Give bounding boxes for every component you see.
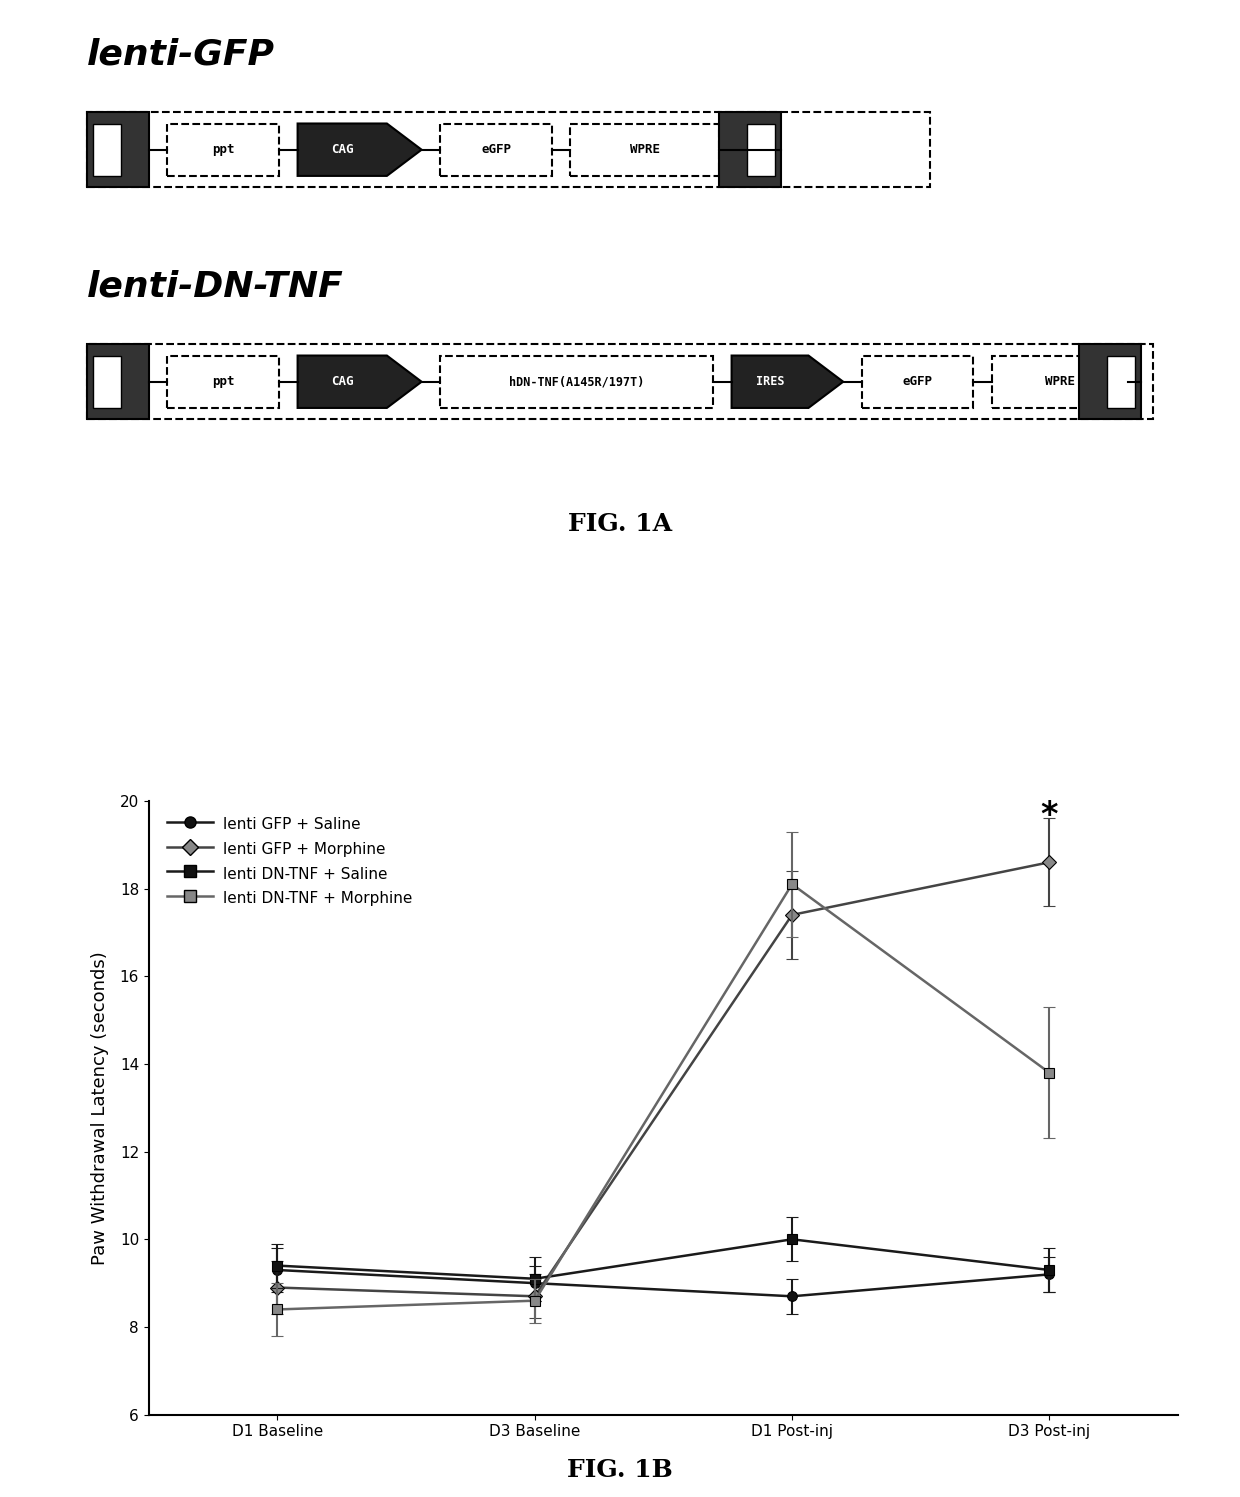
Text: *: * [1040,798,1058,832]
Text: IRES: IRES [756,376,784,388]
Text: eGFP: eGFP [481,144,511,156]
FancyBboxPatch shape [746,124,775,175]
Text: lenti-GFP: lenti-GFP [87,37,275,72]
Text: ppt: ppt [212,144,234,156]
Text: FIG. 1B: FIG. 1B [567,1458,673,1482]
FancyBboxPatch shape [93,124,122,175]
Text: WPRE: WPRE [630,144,660,156]
FancyBboxPatch shape [87,112,149,187]
FancyBboxPatch shape [992,355,1128,407]
Text: CAG: CAG [331,376,353,388]
FancyBboxPatch shape [87,344,149,419]
Text: ppt: ppt [212,376,234,388]
FancyBboxPatch shape [719,112,781,187]
FancyBboxPatch shape [440,355,713,407]
Legend: lenti GFP + Saline, lenti GFP + Morphine, lenti DN-TNF + Saline, lenti DN-TNF + : lenti GFP + Saline, lenti GFP + Morphine… [166,814,413,907]
Y-axis label: Paw Withdrawal Latency (seconds): Paw Withdrawal Latency (seconds) [91,951,109,1265]
Polygon shape [732,355,843,407]
FancyBboxPatch shape [87,112,930,187]
FancyBboxPatch shape [93,355,122,407]
Text: hDN-TNF(A145R/197T): hDN-TNF(A145R/197T) [508,376,645,388]
FancyBboxPatch shape [1079,344,1141,419]
Text: WPRE: WPRE [1045,376,1075,388]
FancyBboxPatch shape [570,124,719,175]
FancyBboxPatch shape [440,124,552,175]
FancyBboxPatch shape [87,344,1153,419]
Text: eGFP: eGFP [903,376,932,388]
FancyBboxPatch shape [167,355,279,407]
Text: CAG: CAG [331,144,353,156]
Text: FIG. 1A: FIG. 1A [568,512,672,536]
FancyBboxPatch shape [862,355,973,407]
FancyBboxPatch shape [1107,355,1135,407]
Text: lenti-DN-TNF: lenti-DN-TNF [87,269,343,304]
Polygon shape [298,355,422,407]
FancyBboxPatch shape [167,124,279,175]
Polygon shape [298,124,422,175]
